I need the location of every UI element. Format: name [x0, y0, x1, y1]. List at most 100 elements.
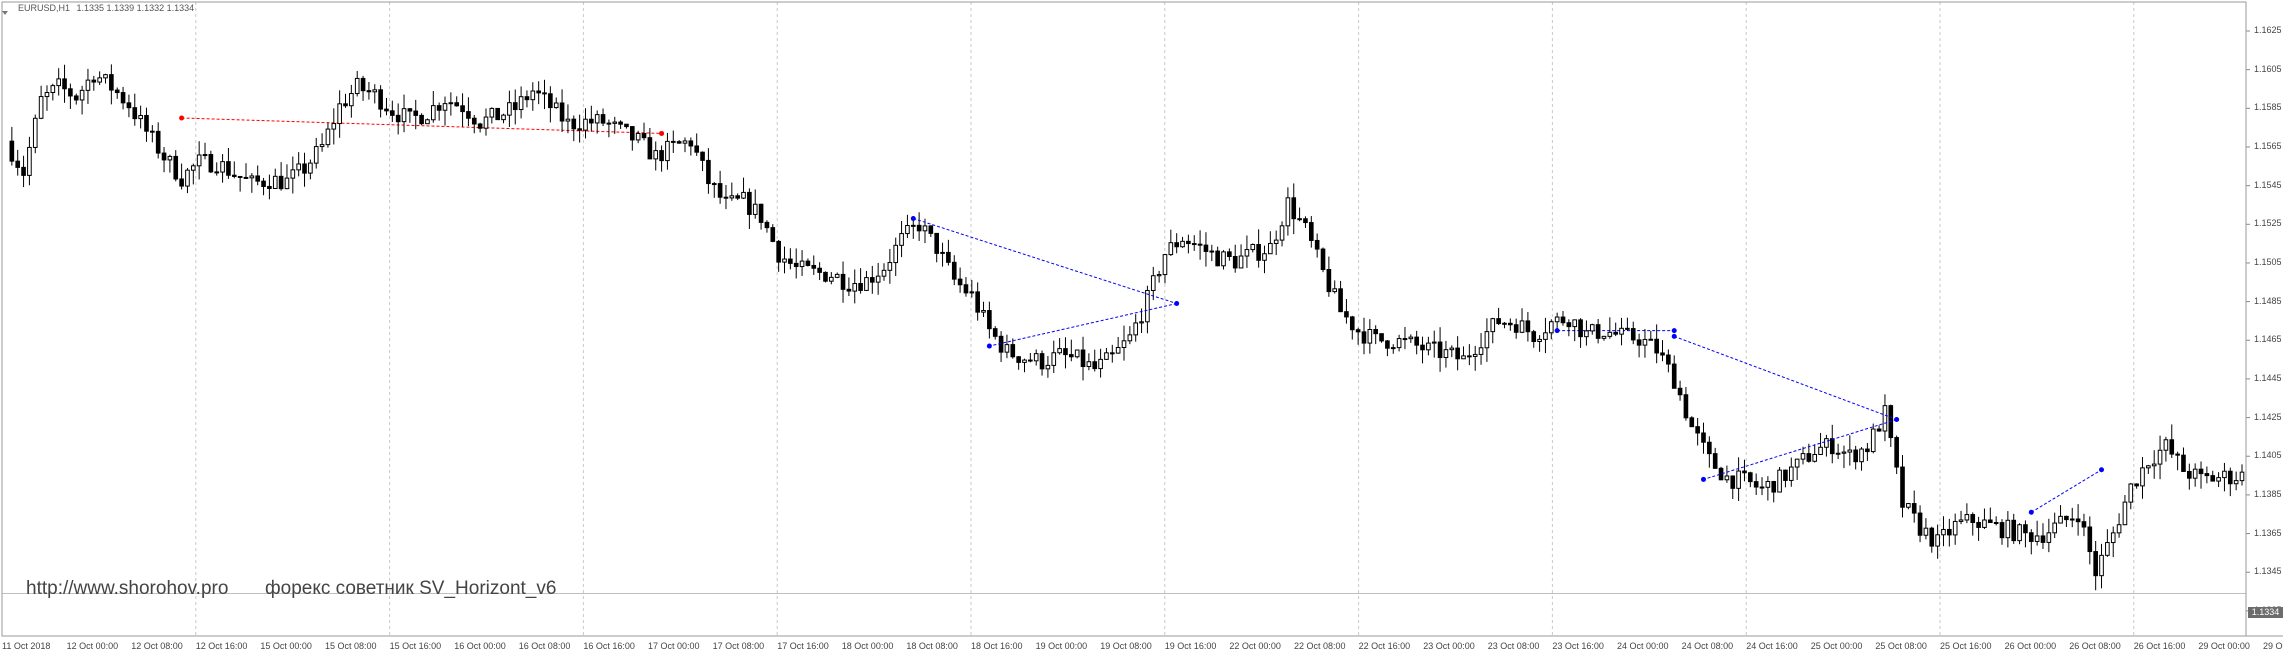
trend-line — [989, 303, 1177, 347]
trend-line — [2031, 469, 2102, 513]
candle — [1396, 334, 1402, 352]
trend-line — [913, 218, 1177, 305]
time-tick-label: 24 Oct 16:00 — [1746, 641, 1798, 651]
candle-body — [1121, 340, 1127, 349]
candle — [659, 145, 664, 172]
candle — [1876, 425, 1882, 432]
candle — [1443, 340, 1449, 368]
candle-body — [624, 123, 629, 128]
time-tick-label: 29 Oct 00:00 — [2198, 641, 2250, 651]
candle-body — [448, 102, 454, 105]
anchor-point — [179, 115, 185, 121]
candle-body — [1373, 329, 1379, 335]
candle — [1051, 340, 1057, 374]
candle-body — [998, 335, 1004, 353]
trend-line — [1674, 335, 1897, 420]
candle-body — [951, 261, 957, 280]
candle — [987, 301, 992, 339]
candle-body — [1806, 453, 1812, 462]
candle — [694, 133, 700, 156]
candle — [846, 277, 852, 297]
candle — [776, 239, 781, 272]
candle — [255, 165, 261, 186]
candle-body — [583, 118, 588, 131]
candle — [1414, 330, 1419, 355]
candle-body — [1221, 251, 1226, 267]
candle — [138, 105, 143, 129]
candle — [1666, 349, 1671, 373]
candle — [430, 91, 436, 123]
candle — [829, 272, 834, 285]
candle-body — [1256, 244, 1261, 261]
candle — [957, 267, 963, 293]
candle-body — [717, 183, 723, 198]
price-tick-label: 1.1345 — [2254, 566, 2282, 577]
candle — [717, 170, 723, 204]
candle — [1601, 335, 1607, 341]
candle — [132, 93, 138, 126]
candle-body — [278, 175, 284, 190]
candle — [1308, 216, 1314, 248]
candle — [27, 136, 32, 186]
candle-body — [811, 264, 817, 269]
candle — [1420, 336, 1425, 364]
candle-body — [805, 260, 811, 266]
candle — [302, 152, 307, 187]
time-tick-label: 18 Oct 00:00 — [841, 641, 894, 651]
candle — [2204, 466, 2210, 484]
candle — [91, 75, 97, 91]
candle-body — [249, 175, 255, 179]
candle-body — [1724, 475, 1730, 481]
candle-body — [2163, 439, 2169, 451]
candle — [653, 141, 659, 171]
candle — [1150, 266, 1156, 301]
candle — [1917, 505, 1923, 543]
candle — [823, 271, 828, 283]
candle — [969, 279, 975, 298]
candle-body — [425, 119, 430, 125]
candle-body — [548, 93, 553, 109]
candle — [150, 125, 155, 143]
candle — [1847, 435, 1853, 466]
candle-body — [319, 144, 325, 148]
candle — [799, 250, 805, 276]
time-tick-label: 18 Oct 16:00 — [971, 641, 1023, 651]
candle-body — [799, 260, 805, 268]
candle-body — [9, 140, 15, 162]
candle — [32, 114, 38, 154]
candle — [1115, 336, 1121, 354]
candle — [243, 163, 249, 179]
candle-body — [1654, 338, 1659, 354]
candle-body — [1467, 355, 1472, 358]
candle-body — [975, 291, 980, 313]
candle — [1238, 244, 1244, 269]
candle — [1783, 469, 1788, 488]
candle — [905, 214, 910, 238]
candle-body — [711, 183, 717, 186]
candle — [407, 108, 413, 123]
price-tick-label: 1.1485 — [2254, 295, 2282, 306]
candle-body — [243, 176, 249, 179]
candle-body — [349, 93, 354, 107]
candle — [758, 203, 764, 230]
candle — [805, 258, 811, 267]
candle-body — [706, 159, 711, 185]
candle — [887, 248, 893, 284]
candle-body — [992, 328, 998, 337]
candle — [21, 155, 26, 188]
candle — [319, 133, 325, 152]
candle-body — [1232, 256, 1238, 269]
candle-body — [1063, 348, 1068, 356]
candle-body — [1923, 527, 1929, 536]
candle-body — [1859, 448, 1864, 463]
candle — [208, 150, 214, 174]
candle-body — [823, 271, 828, 282]
candle-body — [1824, 438, 1829, 448]
chevron-down-icon[interactable] — [0, 3, 10, 15]
candle — [442, 96, 448, 126]
candle-body — [1437, 341, 1443, 359]
candle-body — [337, 103, 342, 125]
candle — [1870, 423, 1876, 454]
